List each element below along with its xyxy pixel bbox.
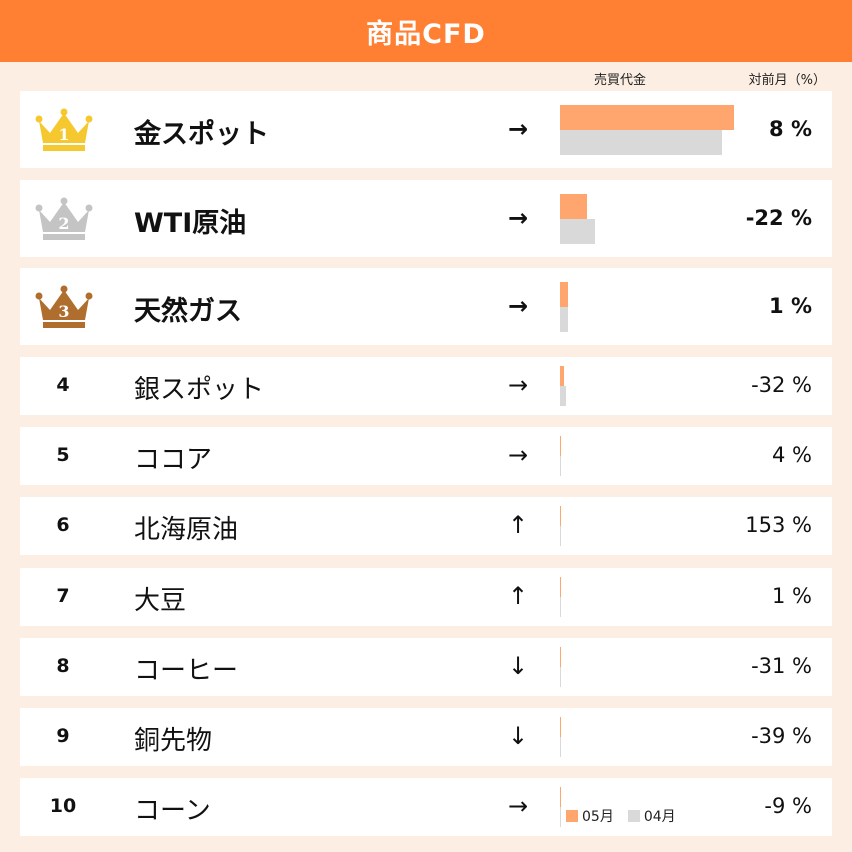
arrow-right-icon: → [507, 204, 529, 232]
change-percent: -32 % [751, 373, 812, 397]
rank-number: 1 [58, 125, 69, 144]
ranking-row: 3 天然ガス → 1 % [20, 268, 832, 345]
rank-number: 6 [56, 514, 70, 536]
bar-previous-month [560, 807, 561, 827]
change-percent: 8 % [769, 117, 812, 141]
ranking-row: 7 大豆 ↑ 1 % [20, 568, 832, 626]
bar-current-month [560, 282, 568, 307]
ranking-row: 9 銅先物 ↓ -39 % [20, 708, 832, 766]
bar-current-month [560, 647, 561, 667]
trade-value-bars [560, 105, 790, 155]
arrow-up-icon: ↑ [507, 582, 529, 610]
arrow-right-icon: → [507, 115, 529, 143]
trade-value-bars [560, 282, 790, 332]
rank-number: 8 [56, 655, 70, 677]
column-header-trade-value: 売買代金 [594, 73, 647, 88]
bar-current-month [560, 577, 561, 597]
page-title: 商品CFD [0, 0, 852, 62]
legend-label-current: 05月 [582, 809, 614, 825]
silver-crown-icon: 2 [35, 197, 93, 240]
bar-previous-month [560, 130, 722, 155]
arrow-right-icon: → [507, 292, 529, 320]
legend-label-previous: 04月 [643, 809, 676, 825]
item-name: WTI原油 [134, 208, 247, 239]
arrow-right-icon: → [507, 441, 529, 469]
rank-number: 7 [56, 585, 70, 607]
bar-previous-month [560, 667, 562, 687]
ranking-row: 1 金スポット → 8 % [20, 91, 832, 168]
rank-number: 2 [58, 214, 69, 233]
arrow-down-icon: ↓ [507, 652, 529, 680]
bar-previous-month [560, 526, 561, 546]
legend-item-current: 05月 [566, 806, 614, 826]
change-percent: 4 % [772, 443, 812, 467]
bar-current-month [560, 105, 734, 130]
change-percent: 153 % [745, 513, 812, 537]
change-percent: 1 % [772, 584, 812, 608]
ranking-row: 2 WTI原油 → -22 % [20, 180, 832, 257]
change-percent: -39 % [751, 724, 812, 748]
bar-current-month [560, 436, 561, 456]
legend-swatch-previous [627, 810, 640, 822]
bar-current-month [560, 194, 587, 219]
item-name: コーン [134, 796, 211, 826]
item-name: 天然ガス [134, 296, 242, 327]
bar-previous-month [560, 737, 562, 757]
ranking-row: 5 ココア → 4 % [20, 427, 832, 485]
legend-swatch-current [566, 810, 578, 822]
change-percent: -31 % [751, 654, 812, 678]
rank-number: 4 [56, 374, 70, 396]
item-name: 金スポット [134, 119, 269, 150]
bar-current-month [560, 717, 561, 737]
trade-value-bars [560, 787, 790, 827]
ranking-row: 6 北海原油 ↑ 153 % [20, 497, 832, 555]
bronze-crown-icon: 3 [35, 285, 93, 328]
arrow-down-icon: ↓ [507, 722, 529, 750]
change-percent: 1 % [769, 294, 812, 318]
bar-current-month [560, 506, 561, 526]
arrow-right-icon: → [507, 792, 529, 820]
item-name: コーヒー [134, 656, 239, 686]
bar-previous-month [560, 386, 566, 406]
bar-previous-month [560, 307, 568, 332]
arrow-right-icon: → [507, 371, 529, 399]
column-header-change: 対前月（%） [748, 73, 826, 88]
chart-legend: 05月 04月 [566, 806, 690, 826]
gold-crown-icon: 1 [35, 108, 93, 151]
change-percent: -22 % [745, 206, 812, 230]
trade-value-bars [560, 366, 790, 406]
change-percent: -9 % [764, 794, 812, 818]
rank-number: 5 [56, 444, 70, 466]
item-name: 銅先物 [134, 726, 213, 756]
item-name: 北海原油 [134, 515, 239, 545]
trade-value-bars [560, 436, 790, 476]
item-name: ココア [134, 445, 213, 475]
trade-value-bars [560, 577, 790, 617]
bar-current-month [560, 787, 561, 807]
ranking-row: 10 コーン → -9 % [20, 778, 832, 836]
bar-previous-month [560, 219, 595, 244]
rank-number: 10 [49, 795, 77, 817]
rank-number: 9 [56, 725, 70, 747]
bar-previous-month [560, 597, 561, 617]
legend-item-previous: 04月 [627, 806, 676, 826]
arrow-up-icon: ↑ [507, 511, 529, 539]
ranking-row: 8 コーヒー ↓ -31 % [20, 638, 832, 696]
trade-value-bars [560, 506, 790, 546]
bar-previous-month [560, 456, 561, 476]
rank-number: 3 [58, 302, 69, 321]
item-name: 銀スポット [134, 375, 265, 405]
trade-value-bars [560, 194, 790, 244]
item-name: 大豆 [134, 586, 187, 616]
ranking-row: 4 銀スポット → -32 % [20, 357, 832, 415]
bar-current-month [560, 366, 564, 386]
trade-value-bars [560, 717, 790, 757]
trade-value-bars [560, 647, 790, 687]
